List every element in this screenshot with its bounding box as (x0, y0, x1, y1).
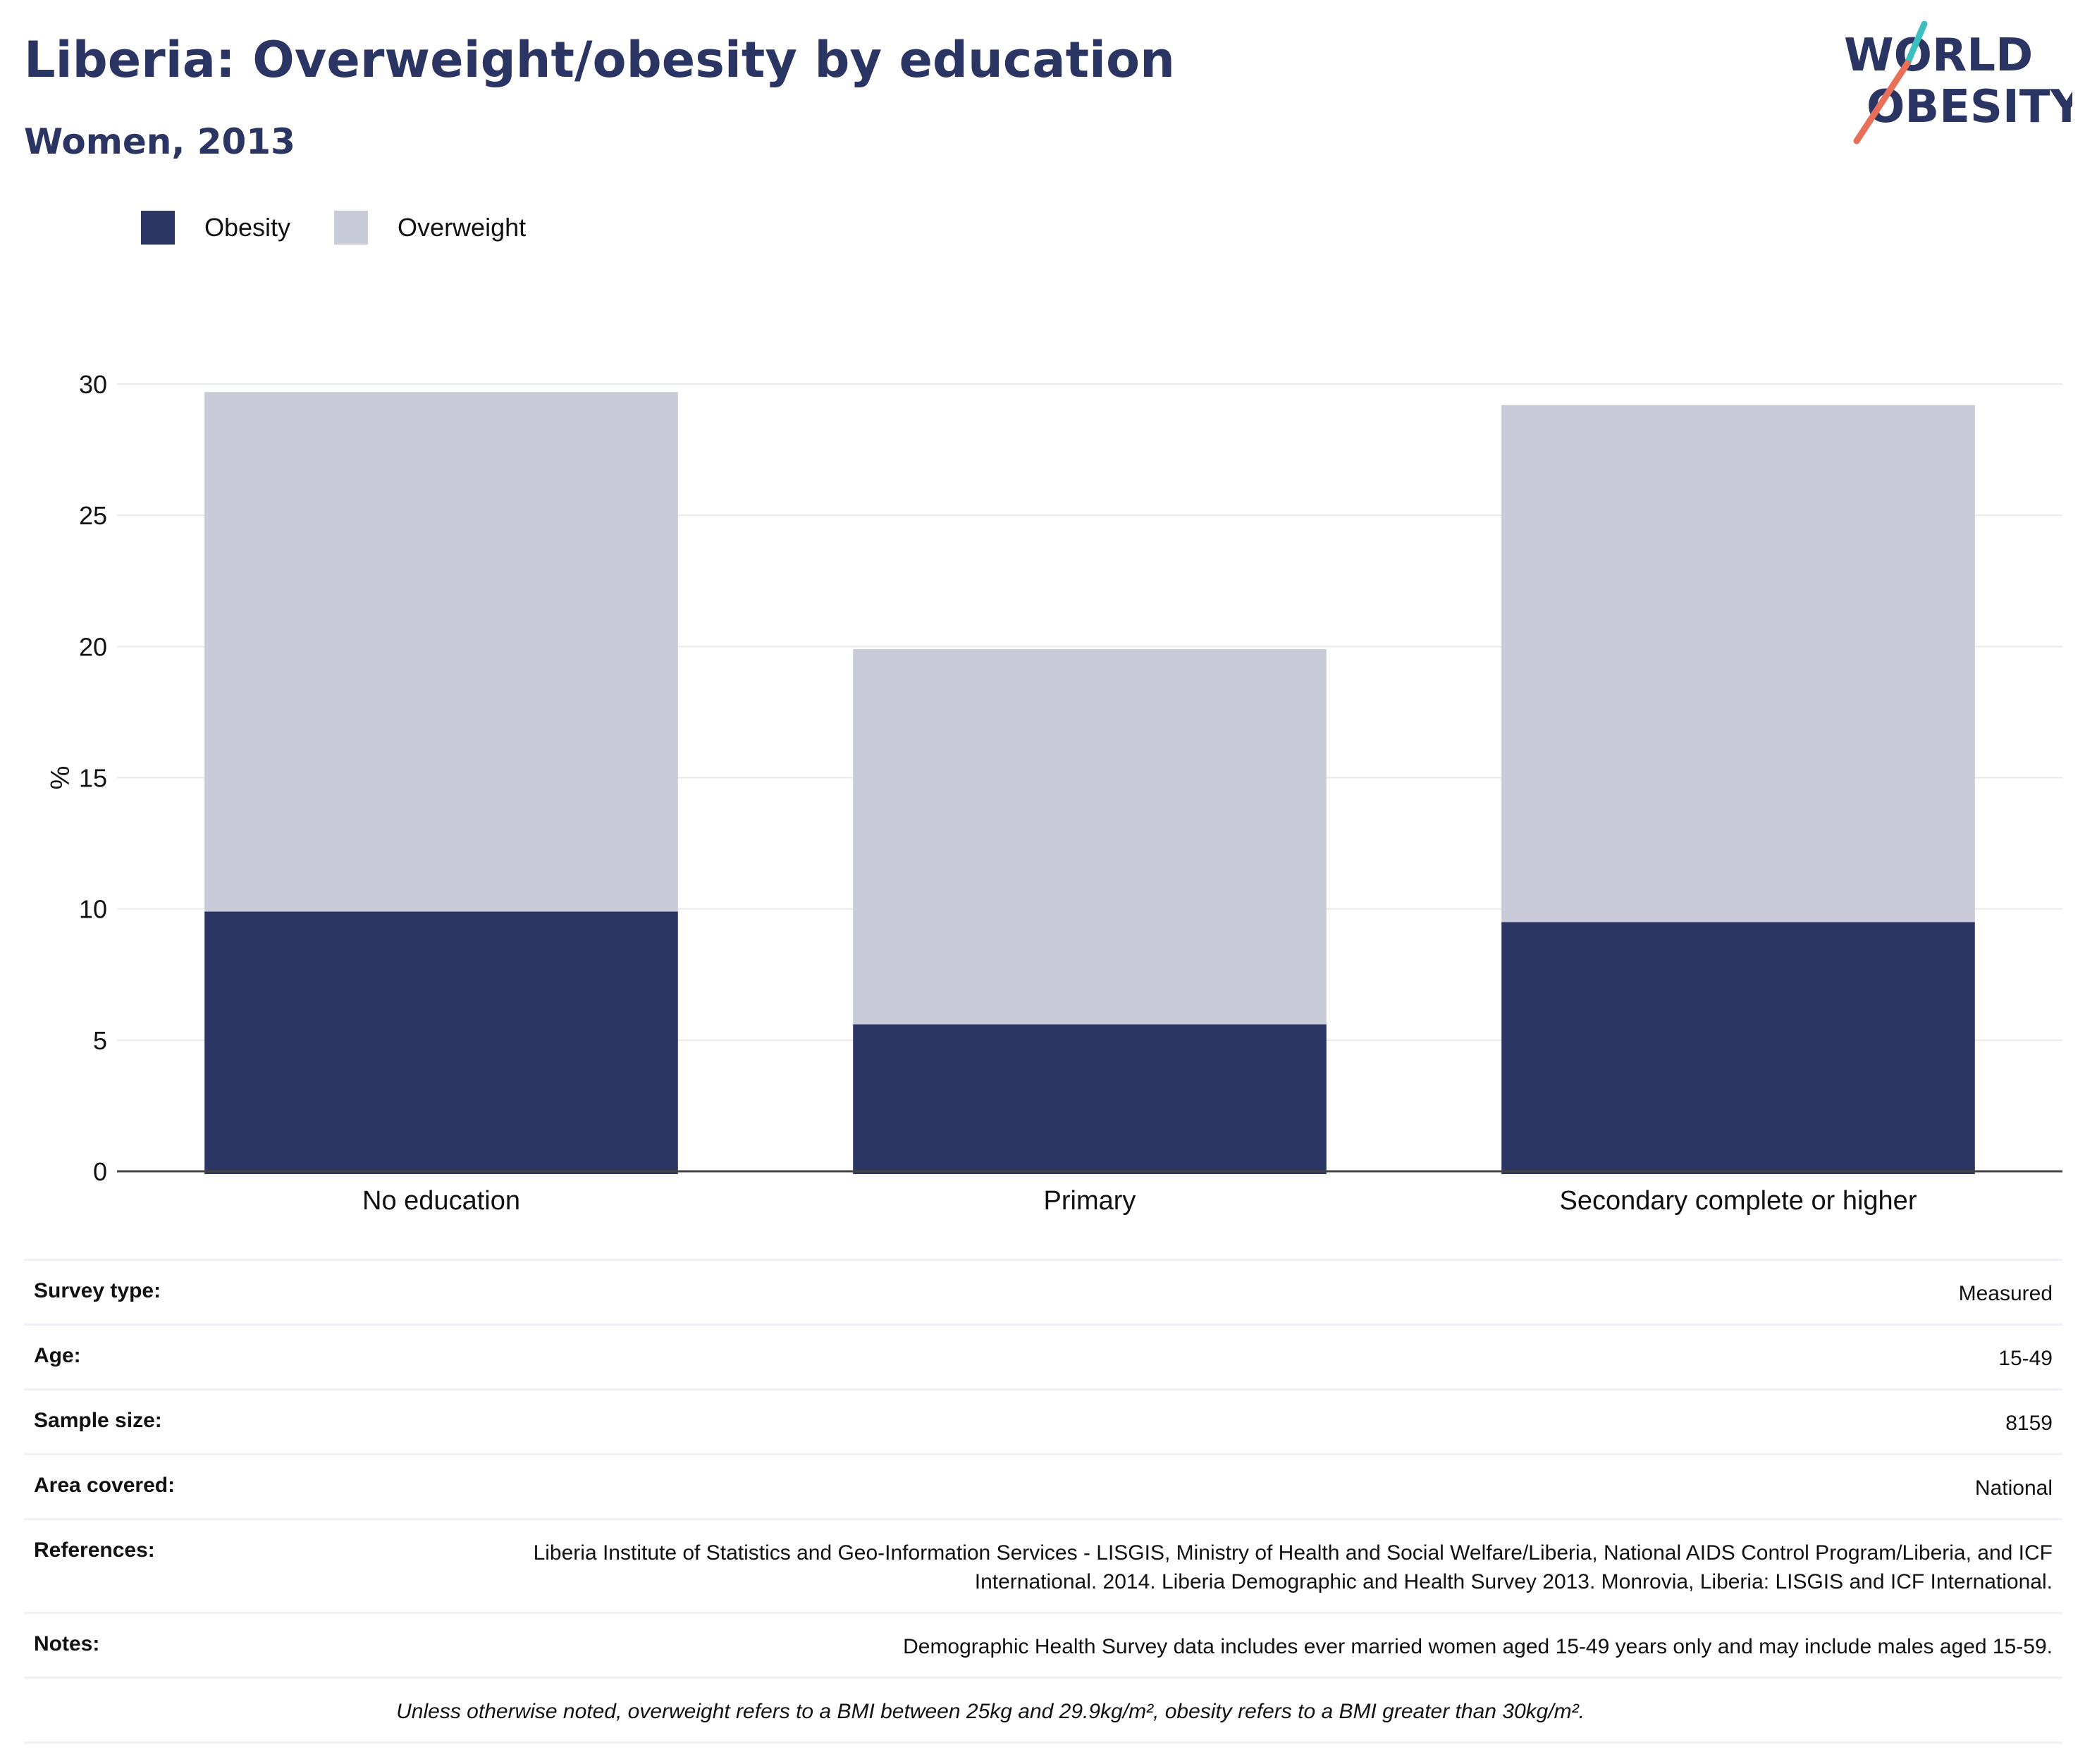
info-row-notes: Notes: Demographic Health Survey data in… (24, 1612, 2062, 1677)
x-tick-label: Secondary complete or higher (1560, 1186, 1917, 1216)
bar-overweight-2 (1501, 405, 1975, 923)
info-value: Demographic Health Survey data includes … (903, 1635, 2053, 1658)
legend-swatch-obesity (141, 211, 175, 245)
y-tick-label: 10 (79, 895, 107, 924)
y-tick-label: 20 (79, 632, 107, 661)
info-value: 8159 (2005, 1412, 2053, 1435)
info-row-references: References: Liberia Institute of Statist… (24, 1518, 2062, 1612)
logo-slash-teal (1904, 21, 1928, 67)
x-tick-label: No education (362, 1186, 520, 1216)
y-tick-label: 5 (93, 1026, 107, 1055)
bar-obesity-1 (853, 1024, 1327, 1174)
chart-legend: Obesity Overweight (141, 210, 570, 245)
world-obesity-logo: WORLD OBESITY (1844, 21, 2072, 144)
legend-item-overweight[interactable]: Overweight (334, 211, 526, 245)
bar-overweight-0 (204, 392, 678, 912)
x-tick-label: Primary (1044, 1186, 1136, 1216)
bar-obesity-2 (1501, 922, 1975, 1174)
legend-swatch-overweight (334, 211, 369, 245)
y-axis-title: % (44, 766, 74, 790)
info-row-sample-size: Sample size: 8159 (24, 1388, 2062, 1453)
y-tick-label: 0 (93, 1157, 107, 1186)
survey-info-table: Survey type: Measured Age: 15-49 Sample … (24, 1259, 2062, 1744)
bar-obesity-0 (204, 911, 678, 1174)
logo-line2: OBESITY (1866, 81, 2072, 133)
info-label: Survey type: (34, 1279, 161, 1302)
bar-chart: 0 5 10 15 20 25 30% No education Primary Secondar… (44, 370, 2062, 1216)
info-row-survey-type: Survey type: Measured (24, 1259, 2062, 1324)
chart-title: Liberia: Overweight/obesity by education (24, 31, 1175, 89)
y-tick-label: 15 (79, 764, 107, 793)
info-value: Measured (1958, 1282, 2053, 1305)
info-value: National (1974, 1476, 2053, 1500)
bmi-footnote: Unless otherwise noted, overweight refer… (396, 1700, 1585, 1723)
info-row-footnote: Unless otherwise noted, overweight refer… (24, 1677, 2062, 1744)
info-label: References: (34, 1538, 155, 1562)
info-value: Liberia Institute of Statistics and Geo-… (533, 1541, 2053, 1593)
logo-slash-coral (1853, 60, 1911, 144)
info-label: Notes: (34, 1632, 100, 1655)
info-value: 15-49 (1998, 1347, 2053, 1370)
legend-item-obesity[interactable]: Obesity (141, 211, 290, 245)
legend-label-overweight: Overweight (398, 213, 527, 242)
y-tick-label: 30 (79, 370, 107, 399)
logo-line1: WORLD (1844, 30, 2033, 82)
info-row-area-covered: Area covered: National (24, 1453, 2062, 1518)
y-tick-label: 25 (79, 501, 107, 530)
bar-overweight-1 (853, 649, 1327, 1025)
info-label: Area covered: (34, 1474, 176, 1497)
info-label: Sample size: (34, 1409, 162, 1432)
legend-label-obesity: Obesity (204, 213, 291, 242)
info-label: Age: (34, 1344, 81, 1367)
chart-subtitle: Women, 2013 (24, 121, 295, 162)
info-row-age: Age: 15-49 (24, 1324, 2062, 1388)
